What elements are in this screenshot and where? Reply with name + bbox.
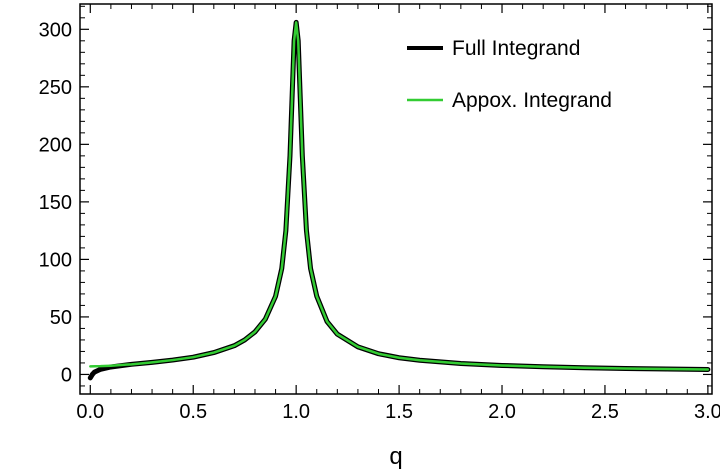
approx-integrand-line <box>89 21 710 371</box>
legend: Full Integrand Appox. Integrand <box>407 37 612 112</box>
y-tick-label: 200 <box>39 134 72 156</box>
y-tick-label: 300 <box>39 19 72 41</box>
plot-frame <box>79 3 713 395</box>
x-tick-label: 3.0 <box>694 401 720 423</box>
y-tick-label: 250 <box>39 77 72 99</box>
y-tick-label: 150 <box>39 192 72 214</box>
x-tick-labels: 0.0 0.5 1.0 1.5 2.0 2.5 3.0 <box>76 401 720 423</box>
legend-label-approx: Appox. Integrand <box>452 89 612 112</box>
x-tick-label: 2.5 <box>591 401 619 423</box>
x-tick-label: 0.5 <box>179 401 207 423</box>
x-axis-title: q <box>389 443 402 470</box>
y-tick-label: 0 <box>61 364 72 386</box>
x-tick-label: 1.0 <box>282 401 310 423</box>
x-tick-label: 2.0 <box>488 401 516 423</box>
y-tick-label: 100 <box>39 249 72 271</box>
legend-label-full: Full Integrand <box>452 37 580 60</box>
y-tick-labels: 0 50 100 150 200 250 300 <box>39 19 72 386</box>
plot-curves <box>87 19 711 381</box>
axis-ticks <box>80 4 712 394</box>
x-tick-label: 1.5 <box>385 401 413 423</box>
y-tick-label: 50 <box>50 307 72 329</box>
full-integrand-line <box>87 19 711 381</box>
x-tick-label: 0.0 <box>76 401 104 423</box>
